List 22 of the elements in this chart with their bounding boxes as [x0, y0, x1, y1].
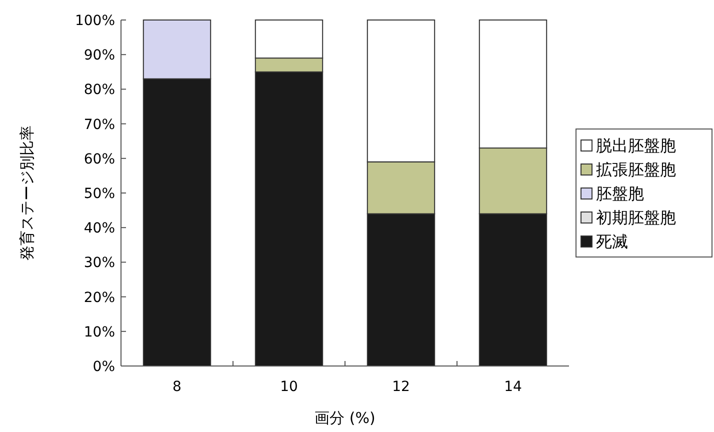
- y-tick-label: 60%: [84, 151, 115, 168]
- x-tick-label: 12: [392, 379, 410, 395]
- y-tick-label: 30%: [84, 255, 115, 272]
- x-tick-label: 10: [280, 379, 298, 395]
- legend-label: 脱出胚盤胞: [596, 136, 676, 155]
- legend-label: 死滅: [596, 232, 628, 251]
- y-tick-label: 80%: [84, 82, 115, 98]
- y-tick-label: 70%: [84, 116, 115, 133]
- y-tick-label: 20%: [84, 290, 115, 306]
- y-tick-label: 50%: [84, 186, 115, 202]
- y-tick-label: 100%: [74, 13, 115, 29]
- y-tick-label: 0%: [92, 359, 115, 375]
- legend-label: 胚盤胞: [596, 184, 644, 203]
- legend-label: 初期胚盤胞: [596, 208, 676, 227]
- y-axis-title: 発育ステージ別比率: [18, 126, 36, 260]
- x-tick-label: 14: [504, 379, 522, 395]
- y-tick-label: 10%: [84, 324, 115, 340]
- x-axis-title: 画分 (%): [314, 409, 376, 427]
- legend-label: 拡張胚盤胞: [596, 160, 676, 179]
- x-tick-label: 8: [172, 379, 182, 395]
- y-tick-label: 90%: [84, 48, 115, 64]
- y-tick-label: 40%: [84, 220, 115, 237]
